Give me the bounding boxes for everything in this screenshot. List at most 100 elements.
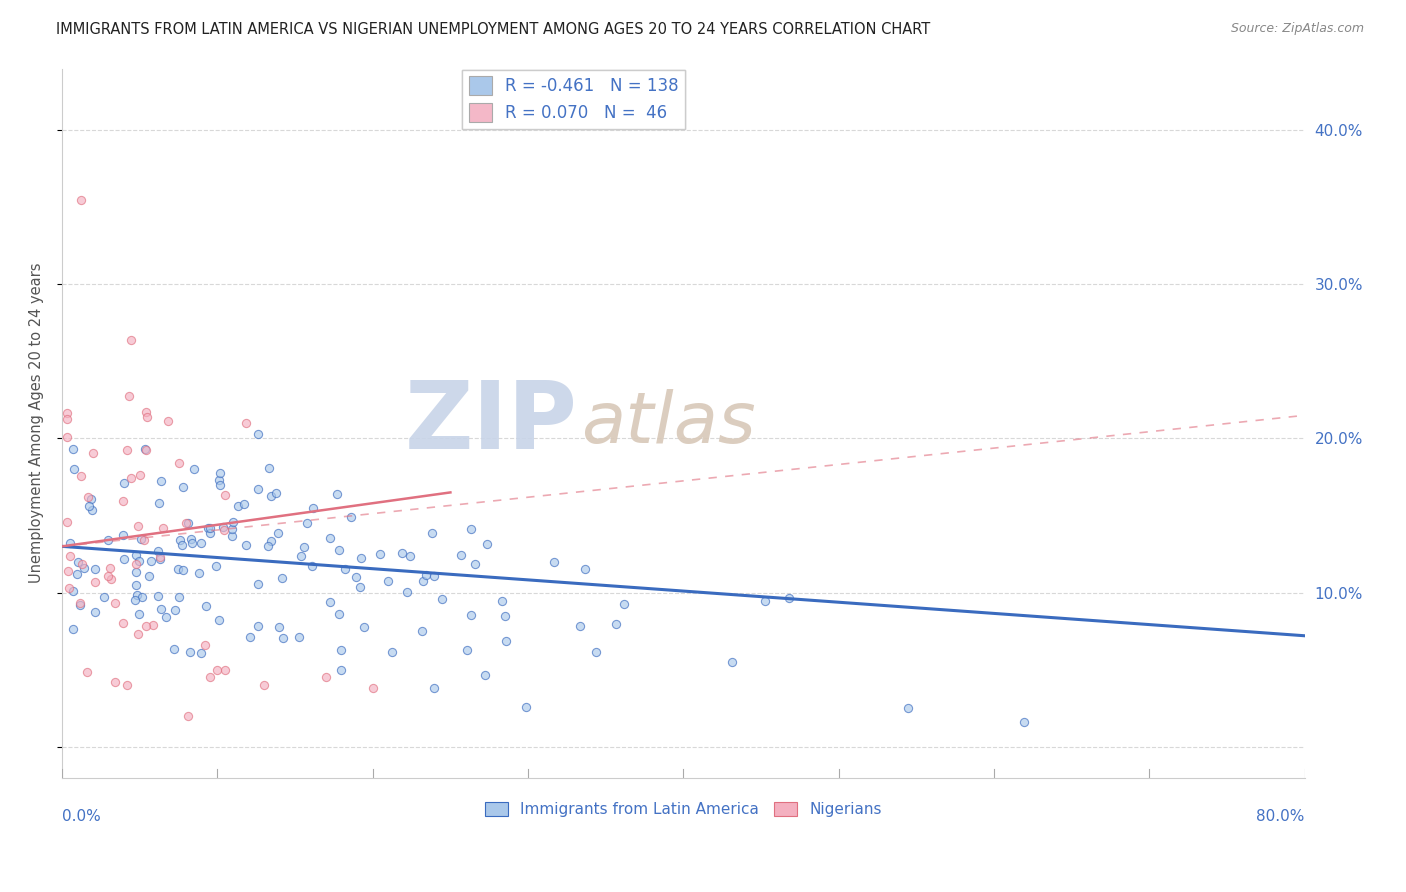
Point [187, 566, 209, 581]
Point [264, 486, 287, 500]
Point [135, 410, 157, 425]
Point [349, 580, 371, 594]
Point [181, 536, 204, 550]
Point [169, 533, 191, 547]
Point [112, 551, 135, 566]
Point [207, 663, 229, 677]
Point [138, 569, 160, 583]
Point [62, 583, 84, 598]
Point [132, 533, 155, 548]
Point [330, 642, 353, 657]
Point [460, 608, 482, 623]
Point [260, 534, 283, 549]
Point [515, 700, 537, 714]
Point [155, 610, 177, 624]
Point [170, 538, 193, 552]
Point [69, 193, 91, 207]
Text: IMMIGRANTS FROM LATIN AMERICA VS NIGERIAN UNEMPLOYMENT AMONG AGES 20 TO 24 YEARS: IMMIGRANTS FROM LATIN AMERICA VS NIGERIA… [56, 22, 931, 37]
Point [128, 554, 150, 568]
Point [605, 617, 627, 632]
Point [84, 574, 107, 589]
Point [460, 523, 482, 537]
Point [125, 588, 148, 602]
Point [491, 594, 513, 608]
Point [76, 665, 98, 680]
Point [415, 568, 437, 582]
Point [67, 556, 90, 570]
Point [328, 607, 350, 622]
Point [353, 620, 375, 634]
Point [167, 562, 190, 576]
Point [135, 618, 157, 632]
Point [391, 546, 413, 560]
Point [142, 618, 165, 632]
Point [221, 522, 243, 536]
Text: 0.0%: 0.0% [62, 809, 101, 824]
Point [149, 552, 172, 566]
Point [128, 467, 150, 482]
Point [58, 582, 80, 596]
Point [294, 540, 316, 554]
Point [450, 548, 472, 562]
Point [194, 599, 217, 613]
Point [104, 596, 127, 610]
Point [198, 521, 221, 535]
Point [208, 614, 231, 628]
Point [112, 476, 135, 491]
Point [247, 427, 270, 442]
Point [257, 540, 280, 554]
Point [93, 590, 115, 604]
Point [172, 563, 194, 577]
Point [295, 516, 318, 530]
Point [420, 526, 443, 541]
Point [430, 592, 453, 607]
Point [55, 429, 77, 443]
Point [62, 442, 84, 457]
Point [194, 638, 217, 652]
Point [190, 536, 212, 550]
Point [80, 492, 103, 507]
Point [897, 701, 920, 715]
Point [209, 478, 232, 492]
Point [128, 607, 150, 621]
Point [253, 678, 276, 692]
Point [80, 502, 103, 516]
Point [574, 562, 596, 576]
Point [260, 489, 283, 503]
Point [350, 550, 373, 565]
Point [267, 526, 290, 541]
Text: ZIP: ZIP [405, 377, 578, 469]
Point [149, 474, 172, 488]
Point [494, 609, 516, 624]
Point [135, 404, 157, 418]
Point [288, 630, 311, 644]
Point [198, 670, 221, 684]
Point [55, 515, 77, 529]
Point [235, 538, 257, 552]
Point [214, 663, 236, 677]
Point [330, 663, 353, 677]
Point [72, 560, 94, 574]
Point [208, 473, 231, 487]
Point [55, 412, 77, 426]
Text: Source: ZipAtlas.com: Source: ZipAtlas.com [1230, 22, 1364, 36]
Point [148, 496, 170, 510]
Point [77, 499, 100, 513]
Point [318, 531, 340, 545]
Point [183, 462, 205, 476]
Point [58, 564, 80, 578]
Point [167, 456, 190, 470]
Point [104, 675, 127, 690]
Point [290, 549, 312, 563]
Point [112, 528, 135, 542]
Point [72, 557, 94, 571]
Point [328, 542, 350, 557]
Point [412, 574, 434, 588]
Point [59, 549, 82, 563]
Text: atlas: atlas [582, 389, 756, 458]
Point [112, 616, 135, 631]
Point [197, 521, 219, 535]
Point [381, 645, 404, 659]
Point [778, 591, 800, 605]
Y-axis label: Unemployment Among Ages 20 to 24 years: Unemployment Among Ages 20 to 24 years [30, 263, 44, 583]
